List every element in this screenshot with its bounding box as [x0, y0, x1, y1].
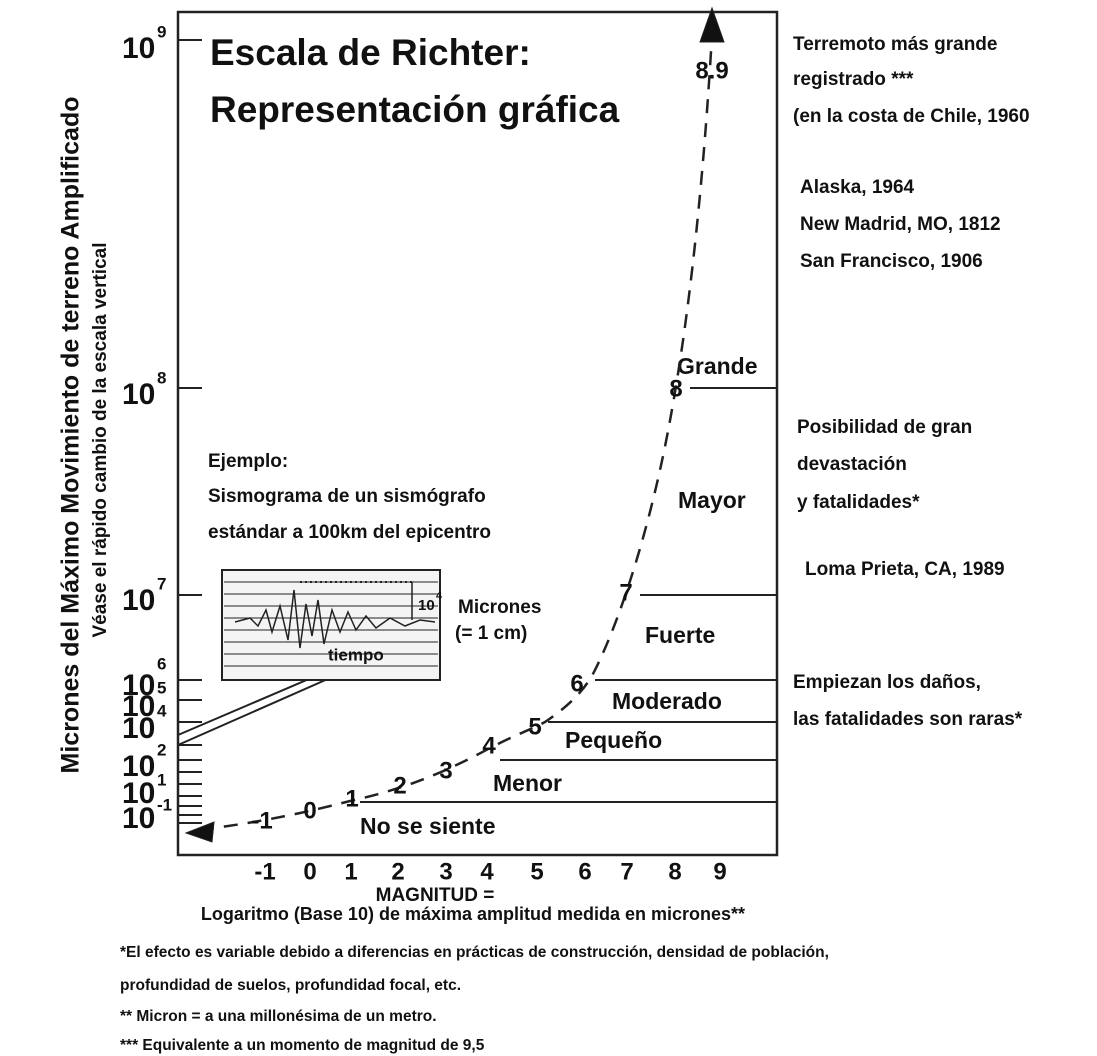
tick-exp: 2 — [157, 740, 166, 759]
y-tick-labels: 10 9 10 8 10 7 10 6 10 5 10 4 10 2 10 1 … — [122, 22, 172, 834]
note: las fatalidades son raras* — [793, 709, 1023, 730]
x-tick: 4 — [480, 858, 494, 885]
tick-base: 10 — [122, 802, 155, 835]
example-text: Ejemplo: — [208, 451, 288, 472]
curve-label: 5 — [528, 713, 541, 740]
curve-label: 2 — [393, 772, 406, 799]
curve-label: -1 — [251, 807, 272, 834]
x-tick: -1 — [254, 858, 275, 885]
x-axis-sublabel: Logaritmo (Base 10) de máxima amplitud m… — [201, 904, 745, 924]
tick-exp: -1 — [157, 795, 172, 814]
y-axis-sublabel: Véase el rápido cambio de la escala vert… — [90, 243, 111, 638]
category: Menor — [493, 770, 562, 796]
tick-exp: 9 — [157, 22, 166, 41]
category: Grande — [677, 353, 758, 379]
footnote: *El efecto es variable debido a diferenc… — [120, 944, 829, 961]
category: Moderado — [612, 688, 722, 714]
x-tick: 1 — [344, 858, 357, 885]
x-tick: 6 — [578, 858, 591, 885]
note: (en la costa de Chile, 1960 — [793, 106, 1030, 127]
tick-exp: 4 — [157, 701, 167, 720]
plot-frame — [178, 12, 777, 855]
x-tick: 2 — [391, 858, 404, 885]
x-tick: 7 — [620, 858, 633, 885]
tick-base: 10 — [122, 712, 155, 745]
curve-label: 4 — [482, 732, 496, 759]
curve-label: 1 — [345, 785, 358, 812]
note: Loma Prieta, CA, 1989 — [805, 559, 1005, 580]
y-ticks — [178, 40, 202, 823]
pointer — [178, 678, 330, 745]
footnote: profundidad de suelos, profundidad focal… — [120, 977, 461, 994]
richter-diagram: 10 9 10 8 10 7 10 6 10 5 10 4 10 2 10 1 … — [0, 0, 1097, 1056]
note: registrado *** — [793, 69, 914, 90]
curve-label: 7 — [619, 579, 632, 606]
example-axis: tiempo — [328, 645, 384, 664]
example: Ejemplo: Sismograma de un sismógrafo est… — [178, 451, 541, 745]
right-notes: Terremoto más grande registrado *** (en … — [793, 34, 1030, 730]
curve-label: 8 — [669, 375, 682, 402]
x-tick-labels: -1 0 1 2 3 4 5 6 7 8 9 — [254, 858, 726, 885]
note: Empiezan los daños, — [793, 672, 981, 693]
x-tick: 3 — [439, 858, 452, 885]
footnotes: *El efecto es variable debido a diferenc… — [120, 944, 829, 1054]
footnote: ** Micron = a una millonésima de un metr… — [120, 1008, 437, 1025]
note: Terremoto más grande — [793, 34, 997, 55]
category: Pequeño — [565, 727, 662, 753]
note: devastación — [797, 454, 907, 475]
curve-label: 0 — [303, 797, 316, 824]
curve-label: 6 — [570, 670, 583, 697]
x-tick: 0 — [303, 858, 316, 885]
category: Fuerte — [645, 622, 715, 648]
curve-label: 8.9 — [695, 57, 728, 84]
arrow-left — [186, 822, 214, 842]
tick-exp: 1 — [157, 770, 166, 789]
note: San Francisco, 1906 — [800, 251, 983, 272]
tick-exp: 7 — [157, 574, 166, 593]
note: Alaska, 1964 — [800, 177, 915, 198]
y-axis-label: Micrones del Máximo Movimiento de terren… — [57, 97, 85, 774]
title-line: Escala de Richter: — [210, 32, 531, 73]
tick-base: 10 — [122, 32, 155, 65]
tick-exp: 5 — [157, 678, 166, 697]
example-exp: 4 — [436, 590, 443, 602]
tick-exp: 8 — [157, 368, 166, 387]
example-base: 10 — [418, 597, 435, 614]
tick-base: 10 — [122, 378, 155, 411]
example-unit: (= 1 cm) — [455, 623, 527, 644]
footnote: *** Equivalente a un momento de magnitud… — [120, 1037, 485, 1054]
note: Posibilidad de gran — [797, 417, 972, 438]
x-tick: 8 — [668, 858, 681, 885]
tick-base: 10 — [122, 584, 155, 617]
example-text: estándar a 100km del epicentro — [208, 522, 491, 543]
note: New Madrid, MO, 1812 — [800, 214, 1001, 235]
category: No se siente — [360, 813, 496, 839]
example-unit: Micrones — [458, 597, 541, 618]
x-tick: 9 — [713, 858, 726, 885]
category: Mayor — [678, 487, 746, 513]
tick-exp: 6 — [157, 654, 166, 673]
note: y fatalidades* — [797, 492, 920, 513]
x-tick: 5 — [530, 858, 543, 885]
example-text: Sismograma de un sismógrafo — [208, 486, 486, 507]
curve-labels: -1 0 1 2 3 4 5 6 7 8 8.9 — [251, 57, 728, 834]
title-line: Representación gráfica — [210, 89, 620, 130]
curve-label: 3 — [439, 757, 452, 784]
